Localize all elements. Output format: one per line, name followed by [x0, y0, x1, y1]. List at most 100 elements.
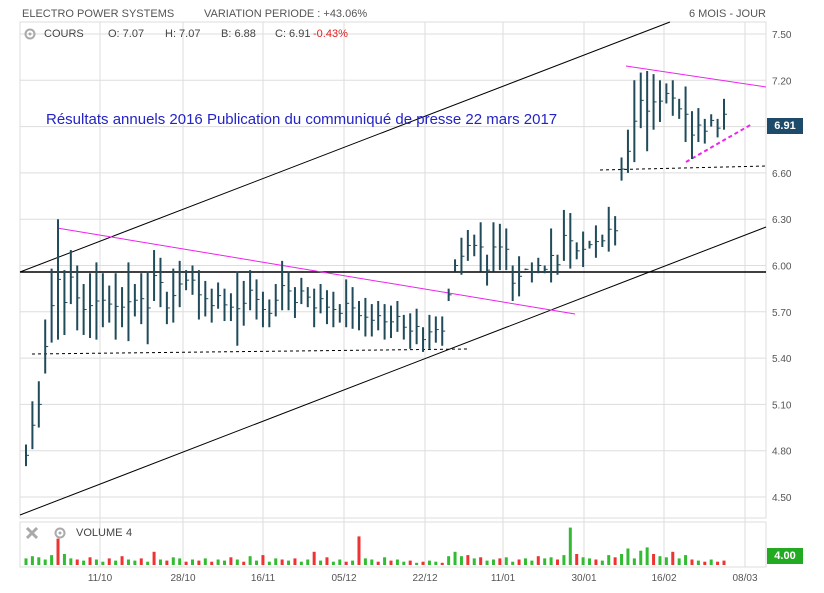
annotation-text: Résultats annuels 2016 Publication du co… — [46, 111, 558, 128]
volume-bars — [24, 527, 726, 565]
volume-bar — [363, 558, 367, 565]
magenta-dashed-line — [685, 123, 753, 163]
volume-bar — [120, 556, 124, 565]
volume-bar — [171, 557, 175, 565]
volume-bar — [184, 561, 188, 565]
volume-bar — [395, 559, 399, 565]
volume-bar — [652, 554, 656, 565]
volume-bar — [658, 556, 662, 565]
last-price-badge: 6.91 — [767, 118, 803, 134]
volume-bar — [466, 555, 470, 565]
volume-bar — [645, 547, 649, 565]
volume-bar — [293, 558, 297, 565]
volume-bar — [101, 561, 105, 565]
volume-bar — [197, 560, 201, 565]
volume-value: 4 — [126, 527, 133, 539]
volume-bar — [248, 556, 252, 565]
gear-icon[interactable] — [24, 28, 36, 40]
volume-bar — [133, 560, 137, 565]
volume-bar — [255, 560, 259, 565]
volume-bar — [306, 559, 310, 565]
volume-bar — [556, 559, 560, 565]
volume-bar — [274, 558, 278, 565]
volume-bar — [229, 557, 233, 565]
volume-bar — [408, 560, 412, 565]
volume-bar — [594, 559, 598, 565]
volume-bar — [280, 559, 284, 565]
close-icon[interactable] — [25, 526, 39, 540]
volume-bar — [613, 557, 617, 565]
volume-bar — [626, 548, 630, 565]
volume-bar — [62, 554, 66, 565]
volume-bar — [447, 556, 451, 565]
volume-bar — [453, 551, 457, 565]
volume-bar — [427, 560, 431, 565]
volume-badge: 4.00 — [767, 548, 803, 564]
volume-bar — [376, 561, 380, 565]
volume-bar — [203, 558, 207, 565]
x-tick-label: 08/03 — [732, 573, 757, 584]
x-tick-label: 16/02 — [651, 573, 676, 584]
volume-bar — [69, 558, 73, 565]
volume-panel-label: VOLUME — [76, 527, 123, 539]
volume-bar — [165, 560, 169, 565]
volume-bar — [30, 556, 34, 565]
dashed-support-low — [31, 348, 469, 355]
volume-bar — [242, 561, 246, 565]
volume-bar — [620, 554, 624, 565]
volume-bar — [671, 551, 675, 565]
x-tick-label: 30/01 — [571, 573, 596, 584]
volume-bar — [146, 561, 150, 565]
trend-channel — [19, 21, 767, 516]
volume-bar — [75, 559, 79, 565]
gear-icon[interactable] — [54, 527, 66, 539]
dashed-support-high — [599, 165, 767, 171]
volume-bar — [56, 538, 60, 565]
volume-bar — [523, 558, 527, 565]
volume-bar — [24, 558, 28, 565]
volume-bar — [190, 559, 194, 565]
volume-bar — [287, 560, 291, 565]
volume-bar — [664, 557, 668, 565]
volume-bar — [549, 557, 553, 565]
y-tick-label: 5.40 — [772, 354, 792, 365]
period-selector[interactable]: 6 MOIS - JOUR — [689, 8, 767, 20]
company-name: ELECTRO POWER SYSTEMS — [22, 8, 175, 20]
volume-bar — [504, 557, 508, 565]
volume-bar — [216, 559, 220, 565]
channel-lower-line — [19, 226, 767, 516]
volume-bar — [344, 561, 348, 565]
y-tick-label: 4.80 — [772, 447, 792, 458]
x-tick-label: 22/12 — [412, 573, 437, 584]
volume-bar — [709, 559, 713, 565]
volume-bar — [82, 560, 86, 565]
volume-bar — [575, 554, 579, 565]
y-tick-label: 5.70 — [772, 308, 792, 319]
volume-bar — [536, 556, 540, 565]
open-value: O: 7.07 — [108, 28, 145, 40]
y-axis: 7.507.206.906.606.306.005.705.405.104.80… — [772, 30, 792, 504]
volume-bar — [299, 561, 303, 565]
volume-bar — [43, 559, 47, 565]
volume-bar — [126, 559, 130, 565]
volume-bar — [312, 551, 316, 565]
volume-bar — [722, 560, 726, 565]
volume-bar — [357, 536, 361, 565]
price-panel-label: COURS — [44, 28, 84, 40]
y-tick-label: 6.00 — [772, 262, 792, 273]
volume-bar — [383, 557, 387, 565]
volume-bar — [421, 561, 425, 565]
volume-bar — [331, 561, 335, 565]
volume-bar — [434, 561, 438, 565]
price-panel-frame — [19, 21, 767, 519]
volume-bar — [351, 560, 355, 565]
volume-bar — [389, 560, 393, 565]
volume-bar — [600, 560, 604, 565]
low-value: B: 6.88 — [221, 28, 256, 40]
volume-bar — [491, 559, 495, 565]
volume-bar — [88, 557, 92, 565]
volume-bar — [581, 557, 585, 565]
close-value: C: 6.91 — [275, 28, 311, 40]
volume-bar — [267, 561, 271, 565]
change-value: -0.43% — [313, 28, 348, 40]
